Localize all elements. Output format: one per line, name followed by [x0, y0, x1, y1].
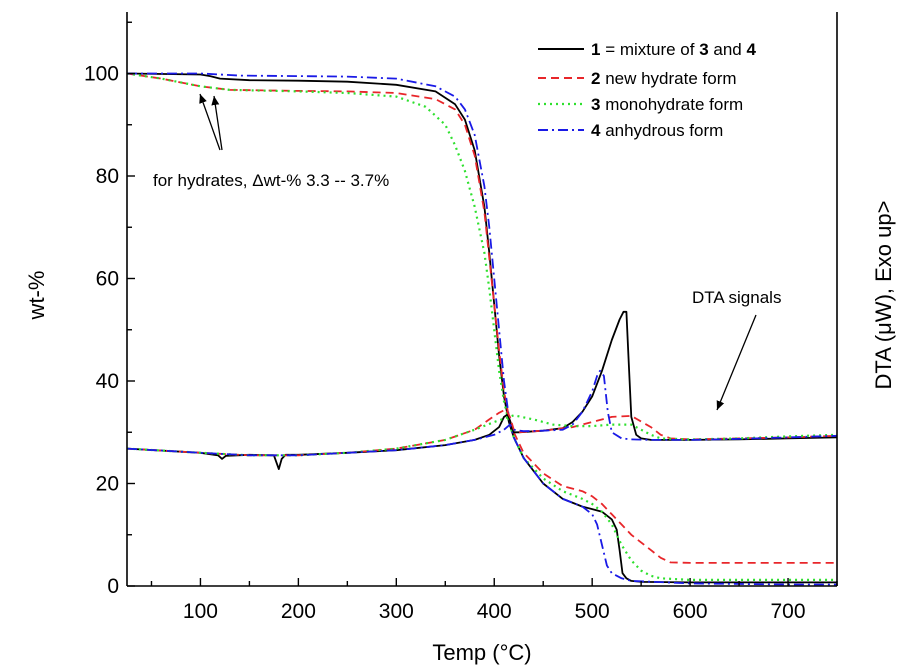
series-line-tga-3 [126, 72, 837, 581]
legend-num-3: 3 [591, 95, 600, 114]
y-axis-title: wt-% [24, 271, 49, 321]
hydrates-annotation: for hydrates, Δwt-% 3.3 -- 3.7% [153, 171, 389, 190]
tick-layer: 100 200 300 400 500 600 700 0 20 40 60 80 100 [84, 21, 838, 623]
legend: 1 = mixture of 3 and 4 2 new hydrate for… [538, 40, 756, 140]
y-tick-label: 20 [96, 473, 119, 496]
legend-entry-4: 4 anhydrous form [591, 121, 723, 140]
series-layer [126, 72, 838, 586]
legend-text-2: new hydrate form [600, 69, 736, 88]
legend-entry-2: 2 new hydrate form [591, 69, 737, 88]
x-tick-label: 100 [183, 600, 218, 623]
legend-text-1a: = mixture of [600, 40, 699, 59]
series-line-dta-4 [126, 369, 838, 457]
x-tick-label: 300 [379, 600, 414, 623]
legend-text-3: monohydrate form [600, 95, 743, 114]
y2-axis-title: DTA (μW), Exo up> [871, 201, 896, 390]
y-tick-label: 100 [84, 63, 119, 86]
legend-text-1b: and [709, 40, 747, 59]
x-axis-title: Temp (°C) [432, 640, 531, 665]
legend-num-2: 2 [591, 69, 600, 88]
dta-arrow [716, 314, 757, 411]
legend-num-1b: 3 [699, 40, 708, 59]
dta-annotation: DTA signals [692, 288, 781, 307]
legend-num-1: 1 [591, 40, 600, 59]
y-tick-label: 60 [96, 268, 119, 291]
x-tick-label: 700 [771, 600, 806, 623]
series-line-tga-4 [127, 72, 837, 586]
legend-num-1c: 4 [746, 40, 756, 59]
series-line-dta-1 [126, 310, 838, 470]
legend-entry-3: 3 monohydrate form [591, 95, 743, 114]
y-tick-label: 80 [96, 165, 119, 188]
hydrates-arrow-1 [199, 93, 221, 151]
y-tick-label: 0 [107, 575, 119, 598]
hydrates-arrow-2 [211, 95, 223, 151]
legend-entry-1: 1 = mixture of 3 and 4 [591, 40, 756, 59]
legend-num-4: 4 [591, 121, 601, 140]
y-tick-label: 40 [96, 370, 119, 393]
x-tick-label: 200 [281, 600, 316, 623]
legend-text-4: anhydrous form [600, 121, 723, 140]
x-tick-label: 600 [673, 600, 708, 623]
x-tick-label: 400 [477, 600, 512, 623]
x-tick-label: 500 [575, 600, 610, 623]
